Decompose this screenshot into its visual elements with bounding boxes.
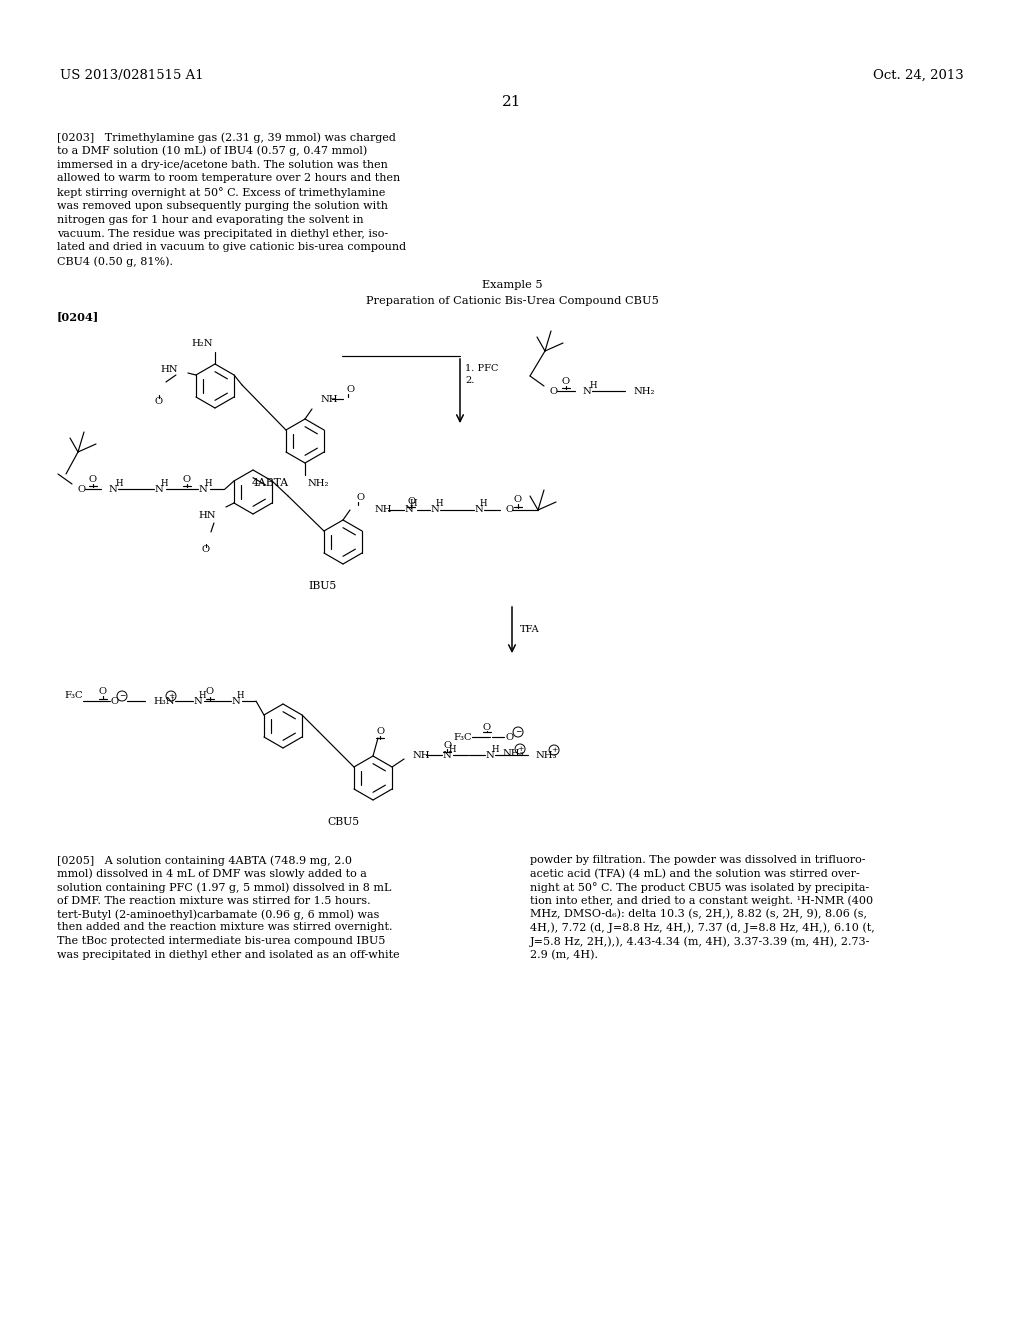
Text: was precipitated in diethyl ether and isolated as an off-white: was precipitated in diethyl ether and is… [57,949,399,960]
Text: N: N [485,751,494,759]
Text: N: N [442,751,451,759]
Text: N: N [154,484,163,494]
Text: H: H [436,499,443,508]
Text: 4H,), 7.72 (d, J=8.8 Hz, 4H,), 7.37 (d, J=8.8 Hz, 4H,), 6.10 (t,: 4H,), 7.72 (d, J=8.8 Hz, 4H,), 7.37 (d, … [530,923,874,933]
Text: N: N [430,506,438,515]
Text: O: O [202,545,210,554]
Text: acetic acid (TFA) (4 mL) and the solution was stirred over-: acetic acid (TFA) (4 mL) and the solutio… [530,869,860,879]
Text: CBU4 (0.50 g, 81%).: CBU4 (0.50 g, 81%). [57,256,173,267]
Text: Oct. 24, 2013: Oct. 24, 2013 [873,69,964,82]
Text: 4ABTA: 4ABTA [252,478,289,488]
Text: IBU5: IBU5 [309,581,337,591]
Text: NH: NH [412,751,429,759]
Text: Preparation of Cationic Bis-Urea Compound CBU5: Preparation of Cationic Bis-Urea Compoun… [366,296,658,306]
Text: O: O [347,384,355,393]
Text: N: N [404,506,413,515]
Text: O: O [111,697,119,705]
Text: US 2013/0281515 A1: US 2013/0281515 A1 [60,69,204,82]
Text: O: O [408,496,416,506]
Text: [0205]   A solution containing 4ABTA (748.9 mg, 2.0: [0205] A solution containing 4ABTA (748.… [57,855,352,866]
Text: TFA: TFA [520,626,540,635]
Text: O: O [506,506,514,515]
Text: allowed to warm to room temperature over 2 hours and then: allowed to warm to room temperature over… [57,173,400,183]
Text: J=5.8 Hz, 2H,),), 4.43-4.34 (m, 4H), 3.37-3.39 (m, 4H), 2.73-: J=5.8 Hz, 2H,),), 4.43-4.34 (m, 4H), 3.3… [530,936,870,946]
Text: 2.9 (m, 4H).: 2.9 (m, 4H). [530,949,598,960]
Text: O: O [377,727,385,737]
Text: O: O [89,475,97,484]
Text: tert-Butyl (2-aminoethyl)carbamate (0.96 g, 6 mmol) was: tert-Butyl (2-aminoethyl)carbamate (0.96… [57,909,379,920]
Text: 21: 21 [502,95,522,110]
Text: CBU5: CBU5 [327,817,359,828]
Text: +: + [168,692,174,700]
Text: to a DMF solution (10 mL) of IBU4 (0.57 g, 0.47 mmol): to a DMF solution (10 mL) of IBU4 (0.57 … [57,145,368,156]
Text: 1. PFC: 1. PFC [465,364,499,374]
Text: NH: NH [319,395,338,404]
Text: H: H [199,690,207,700]
Text: solution containing PFC (1.97 g, 5 mmol) dissolved in 8 mL: solution containing PFC (1.97 g, 5 mmol)… [57,882,391,892]
Text: H: H [237,690,245,700]
Text: [0204]: [0204] [57,312,99,322]
Text: H: H [492,744,499,754]
Text: NH₂: NH₂ [307,479,329,487]
Text: N: N [582,387,591,396]
Text: O: O [78,486,86,495]
Text: O: O [444,741,453,750]
Text: tion into ether, and dried to a constant weight. ¹H-NMR (400: tion into ether, and dried to a constant… [530,895,873,906]
Text: MHz, DMSO-d₆): delta 10.3 (s, 2H,), 8.82 (s, 2H, 9), 8.06 (s,: MHz, DMSO-d₆): delta 10.3 (s, 2H,), 8.82… [530,909,867,919]
Text: −: − [515,729,521,737]
Text: N: N [474,506,482,515]
Text: was removed upon subsequently purging the solution with: was removed upon subsequently purging th… [57,201,388,211]
Text: NH₃: NH₃ [536,751,557,759]
Text: N: N [198,484,207,494]
Text: NH₂: NH₂ [633,387,654,396]
Text: H: H [590,380,597,389]
Text: N: N [108,484,117,494]
Text: NH: NH [374,506,391,515]
Text: O: O [550,388,558,396]
Text: HN: HN [199,511,216,520]
Text: F₃C: F₃C [454,733,472,742]
Text: +: + [517,744,523,752]
Text: −: − [119,692,125,700]
Text: of DMF. The reaction mixture was stirred for 1.5 hours.: of DMF. The reaction mixture was stirred… [57,895,371,906]
Text: kept stirring overnight at 50° C. Excess of trimethylamine: kept stirring overnight at 50° C. Excess… [57,187,385,198]
Text: F₃C: F₃C [65,692,83,701]
Text: Example 5: Example 5 [481,280,543,290]
Text: [0203]   Trimethylamine gas (2.31 g, 39 mmol) was charged: [0203] Trimethylamine gas (2.31 g, 39 mm… [57,132,396,143]
Text: H₂N: H₂N [191,339,213,348]
Text: HN: HN [161,366,178,375]
Text: The tBoc protected intermediate bis-urea compound IBU5: The tBoc protected intermediate bis-urea… [57,936,385,946]
Text: H: H [449,744,456,754]
Text: vacuum. The residue was precipitated in diethyl ether, iso-: vacuum. The residue was precipitated in … [57,228,388,239]
Text: 2.: 2. [465,376,474,385]
Text: mmol) dissolved in 4 mL of DMF was slowly added to a: mmol) dissolved in 4 mL of DMF was slowl… [57,869,367,879]
Text: then added and the reaction mixture was stirred overnight.: then added and the reaction mixture was … [57,923,392,932]
Text: O: O [206,688,214,697]
Text: O: O [155,397,163,407]
Text: nitrogen gas for 1 hour and evaporating the solvent in: nitrogen gas for 1 hour and evaporating … [57,215,364,224]
Text: O: O [183,475,191,484]
Text: H: H [116,479,124,487]
Text: lated and dried in vacuum to give cationic bis-urea compound: lated and dried in vacuum to give cation… [57,243,407,252]
Text: powder by filtration. The powder was dissolved in trifluoro-: powder by filtration. The powder was dis… [530,855,865,865]
Text: O: O [514,495,522,504]
Text: H: H [410,499,418,508]
Text: H: H [161,479,169,487]
Text: N: N [193,697,202,705]
Text: H: H [480,499,487,508]
Text: +: + [551,746,557,754]
Text: immersed in a dry-ice/acetone bath. The solution was then: immersed in a dry-ice/acetone bath. The … [57,160,388,169]
Text: O: O [99,686,108,696]
Text: O: O [562,376,570,385]
Text: night at 50° C. The product CBU5 was isolated by precipita-: night at 50° C. The product CBU5 was iso… [530,882,869,892]
Text: N: N [231,697,240,705]
Text: O: O [506,733,514,742]
Text: NH₃: NH₃ [502,750,523,759]
Text: H: H [205,479,213,487]
Text: O: O [483,722,492,731]
Text: H₃N: H₃N [153,697,174,705]
Text: O: O [357,494,366,503]
